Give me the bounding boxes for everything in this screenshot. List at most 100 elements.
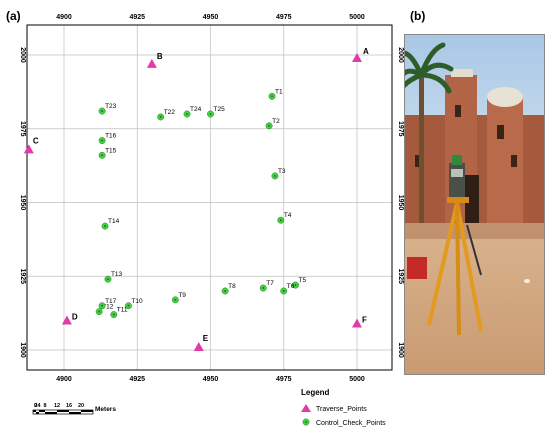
check-point-label: T5 <box>298 277 306 284</box>
window <box>511 155 517 167</box>
check-point-dot <box>294 284 297 287</box>
traverse-point-label: B <box>157 52 163 61</box>
traverse-point-e <box>193 342 204 352</box>
x-tick-top: 4900 <box>56 14 72 21</box>
check-point-dot <box>224 290 227 292</box>
check-point-label: T14 <box>108 218 120 225</box>
check-point-label: T10 <box>131 298 143 305</box>
map-frame <box>26 24 393 371</box>
x-tick-bottom: 4900 <box>56 376 72 383</box>
window <box>455 105 461 117</box>
x-tick-top: 4950 <box>203 14 219 21</box>
scale-bar-seg-1 <box>33 410 36 412</box>
check-point-dot <box>273 174 276 177</box>
check-point-label: T24 <box>190 106 202 113</box>
check-point-dot <box>271 95 274 98</box>
traverse-point-label: E <box>203 334 209 343</box>
y-tick-left: 1950 <box>19 195 26 211</box>
y-tick-right: 1925 <box>397 268 404 284</box>
check-point-label: T4 <box>284 212 292 219</box>
legend-traverse-symbol <box>301 404 311 412</box>
check-point-label: T12 <box>102 304 114 311</box>
tick-labels: 4900 4900 4925 4925 4950 4950 4975 4975 5000 5000… <box>19 14 404 383</box>
scale-bar-seg-7 <box>81 410 93 412</box>
panel-a-label: (a) <box>6 9 21 23</box>
traverse-point-f <box>352 318 362 328</box>
legend-traverse-label: Traverse_Points <box>316 406 367 413</box>
check-point-dot <box>279 219 282 222</box>
y-tick-right: 2000 <box>397 47 404 63</box>
check-point-label: T13 <box>111 271 123 278</box>
scale-unit: Meters <box>95 406 116 413</box>
check-point-dot <box>101 110 104 113</box>
y-tick-left: 1900 <box>19 342 26 358</box>
y-tick-right: 1950 <box>397 195 404 211</box>
check-point-dot <box>101 304 104 307</box>
check-point-label: T15 <box>105 147 117 154</box>
scale-number: 4 <box>37 403 41 409</box>
window <box>497 125 504 139</box>
x-tick-top: 5000 <box>349 14 365 21</box>
traverse-point-b <box>146 58 157 68</box>
check-point-dot <box>127 304 130 307</box>
check-point-dot <box>104 225 107 228</box>
scale-numbers: 02 4 8 12 16 20 <box>34 403 84 409</box>
doorway <box>465 175 479 225</box>
scale-number: 2 <box>34 403 37 409</box>
check-point-dot <box>98 310 101 313</box>
check-point-label: T9 <box>178 292 186 299</box>
ground-marker <box>524 279 530 283</box>
check-point-label: T8 <box>228 283 236 290</box>
check-point-dot <box>112 313 115 316</box>
site-photo <box>404 34 545 375</box>
scale-bar-seg-3 <box>39 410 45 412</box>
traverse-point-label: A <box>363 47 369 56</box>
check-point-dot <box>209 113 212 115</box>
legend-check-label: Control_Check_Points <box>316 420 386 427</box>
x-tick-top: 4925 <box>129 14 145 21</box>
photo-drawing <box>405 35 544 374</box>
legend-check-dot <box>305 421 307 423</box>
shadow <box>405 223 544 239</box>
traverse-point-c <box>23 144 34 154</box>
traverse-point-label: F <box>362 315 367 324</box>
traverse-point-a <box>352 52 362 62</box>
check-point-label: T7 <box>266 280 274 287</box>
legend: Legend Traverse_Points Control_Check_Poi… <box>301 388 386 427</box>
scale-number: 8 <box>43 403 46 409</box>
palm-trunk <box>419 75 424 225</box>
y-tick-right: 1975 <box>397 121 404 137</box>
y-tick-left: 1975 <box>19 121 26 137</box>
scale-bar-seg-5 <box>57 410 69 412</box>
x-tick-top: 4975 <box>276 14 292 21</box>
check-point-label: T25 <box>214 106 226 113</box>
scale-bar-seg-4 <box>45 412 57 414</box>
tower-dome <box>487 87 523 107</box>
traverse-point-label: C <box>33 136 39 145</box>
check-point-label: T6 <box>287 283 295 290</box>
check-point-label: T16 <box>105 133 117 140</box>
check-point-label: T22 <box>164 109 176 116</box>
y-tick-left: 2000 <box>19 47 26 63</box>
total-station-tripod <box>427 155 483 336</box>
check-point-dot <box>101 154 104 157</box>
palm-fronds <box>405 42 454 94</box>
grid-layer <box>27 25 392 370</box>
check-point-label: T17 <box>105 298 117 305</box>
y-tick-left: 1925 <box>19 268 26 284</box>
x-tick-bottom: 5000 <box>349 376 365 383</box>
check-point-dot <box>282 290 285 292</box>
check-point-dot <box>186 113 189 115</box>
y-tick-right: 1900 <box>397 342 404 358</box>
check-point-dot <box>159 115 162 118</box>
traverse-point-d <box>61 315 72 325</box>
check-point-label: T1 <box>275 88 283 95</box>
panel-b-label: (b) <box>410 9 426 23</box>
scale-number: 20 <box>78 403 84 409</box>
scale-bar-seg-6 <box>69 412 81 414</box>
x-tick-bottom: 4950 <box>203 376 219 383</box>
scale-number: 0 <box>34 403 37 409</box>
building-tower-right <box>487 97 523 225</box>
check-point-label: T23 <box>105 103 117 110</box>
